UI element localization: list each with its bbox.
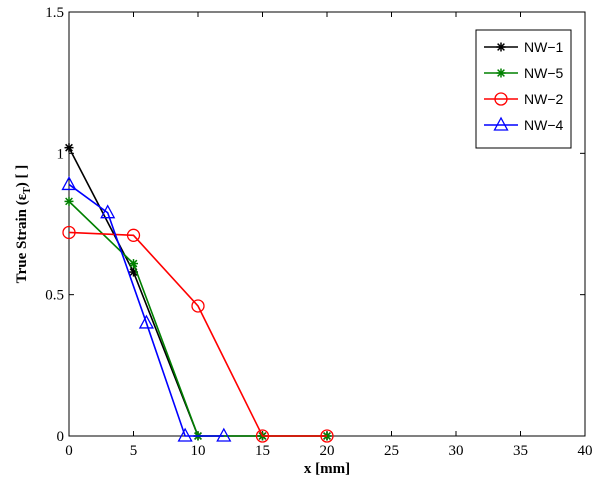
- legend-label: NW−2: [524, 91, 564, 107]
- data-point: [493, 116, 509, 131]
- y-axis-label-main: True Strain (ε: [14, 193, 30, 283]
- x-tick-label: 15: [255, 443, 270, 459]
- data-point: [216, 427, 232, 442]
- data-point: [494, 92, 508, 106]
- series: [61, 176, 232, 442]
- series: [62, 225, 334, 443]
- legend-entry: NW−4: [484, 116, 564, 133]
- data-point: [62, 225, 76, 240]
- legend-box: [475, 29, 572, 149]
- x-tick-label: 40: [578, 443, 593, 459]
- data-point: [496, 68, 506, 78]
- x-tick-label: 20: [320, 443, 335, 459]
- x-tick-label: 0: [65, 443, 73, 459]
- data-point: [320, 429, 334, 443]
- data-point: [129, 259, 138, 269]
- y-axis-label: True Strain (εT) [ ]: [14, 165, 33, 284]
- y-tick-label: 1.5: [45, 5, 64, 21]
- data-point: [138, 314, 154, 329]
- y-axis-label-unit: ) [ ]: [14, 165, 30, 188]
- legend-label: NW−4: [524, 117, 564, 133]
- data-point: [177, 427, 193, 442]
- series-layer: [61, 143, 334, 443]
- legend-entry: NW−2: [484, 91, 564, 107]
- y-tick-label: 0: [57, 429, 65, 445]
- data-point: [61, 176, 77, 191]
- data-point: [126, 228, 141, 242]
- data-point: [64, 143, 74, 153]
- axis-ticks: 0 5 10 15 20 25 30 35 40 0 0.5 1 1.5: [45, 5, 592, 459]
- legend: NW−1 NW−5 NW−2 NW−4: [475, 29, 572, 149]
- x-axis-label: x [mm]: [304, 461, 350, 477]
- y-tick-label: 1: [57, 146, 65, 162]
- x-tick-label: 35: [513, 443, 528, 459]
- y-tick-label: 0.5: [45, 288, 64, 304]
- series-line: [68, 183, 224, 437]
- data-point: [255, 429, 270, 443]
- x-tick-label: 5: [130, 443, 138, 459]
- data-point: [496, 42, 506, 52]
- legend-entry: NW−1: [484, 39, 564, 55]
- legend-entry: NW−5: [484, 65, 564, 81]
- x-tick-label: 10: [191, 443, 206, 459]
- legend-label: NW−5: [524, 65, 564, 81]
- series-line: [68, 231, 327, 437]
- data-point: [100, 204, 116, 219]
- y-axis-label-subscript: T: [22, 187, 33, 194]
- x-tick-label: 25: [384, 443, 399, 459]
- legend-label: NW−1: [524, 39, 564, 55]
- data-point: [64, 196, 74, 206]
- x-tick-label: 30: [449, 443, 464, 459]
- data-point: [191, 299, 205, 313]
